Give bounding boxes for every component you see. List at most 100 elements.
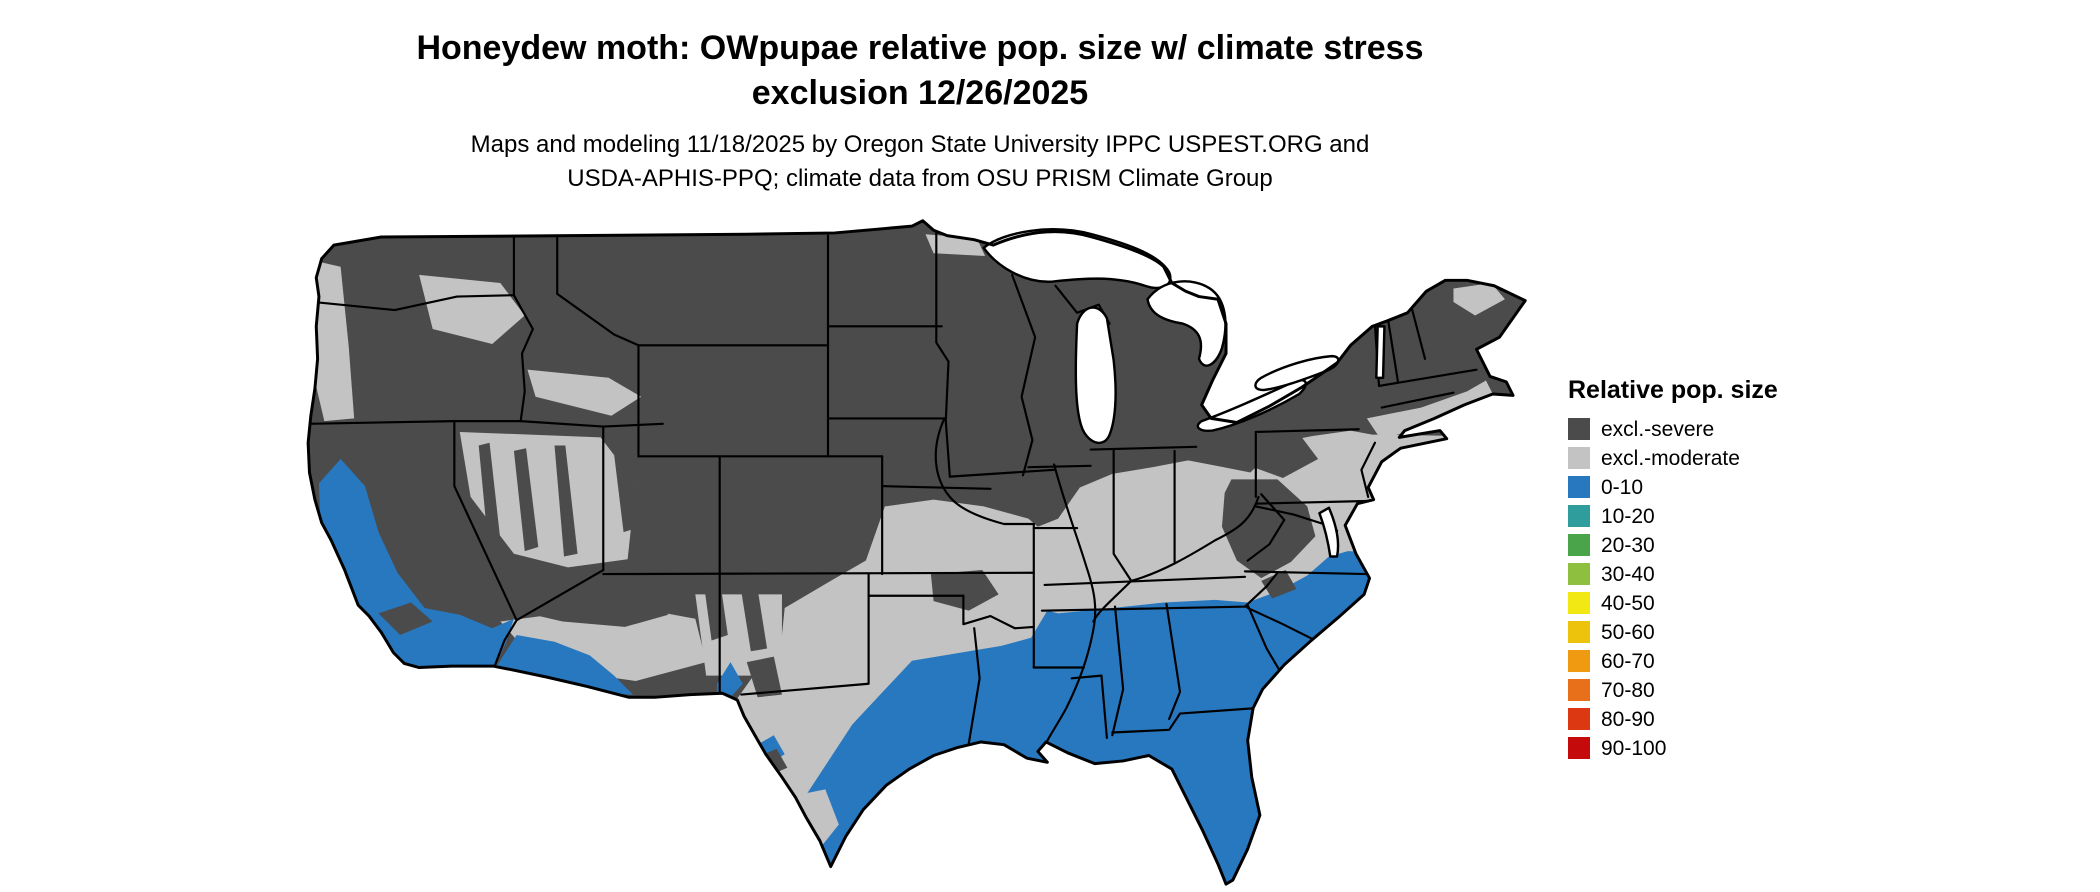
border-il-in bbox=[1112, 448, 1133, 582]
legend-swatch bbox=[1568, 447, 1590, 469]
moderate-ne-coast bbox=[1366, 380, 1495, 439]
border-mi-south bbox=[1089, 445, 1198, 451]
dark-nv-range-1 bbox=[478, 442, 501, 546]
border-sabine bbox=[967, 627, 981, 745]
border-tn-nc bbox=[1243, 571, 1279, 608]
border-ms-al bbox=[1111, 605, 1125, 737]
dark-smokies bbox=[1261, 570, 1297, 599]
border-nm-tx bbox=[740, 573, 870, 696]
legend-label: 60-70 bbox=[1601, 649, 1655, 673]
border-wi-il bbox=[1027, 464, 1092, 469]
legend-swatch bbox=[1568, 505, 1590, 527]
page-title-line1: Honeydew moth: OWpupae relative pop. siz… bbox=[416, 29, 1424, 67]
legend-swatch bbox=[1568, 708, 1590, 730]
lake-huron bbox=[1146, 280, 1227, 367]
border-ga-sc bbox=[1246, 604, 1286, 680]
legend-swatch bbox=[1568, 679, 1590, 701]
border-la-ms bbox=[1070, 674, 1108, 739]
legend-item: 90-100 bbox=[1568, 736, 1778, 760]
dark-pa-alleghenies bbox=[1247, 437, 1319, 478]
legend-swatch bbox=[1568, 418, 1590, 440]
legend-label: excl.-moderate bbox=[1601, 446, 1740, 470]
border-ky-tn bbox=[1043, 575, 1247, 587]
dark-mogollon bbox=[519, 583, 669, 627]
border-al-ga bbox=[1165, 602, 1182, 721]
legend-item: excl.-severe bbox=[1568, 417, 1778, 441]
blue-rio-grande-nm bbox=[716, 662, 743, 698]
dark-nm-range-2 bbox=[741, 588, 768, 652]
legend-label: 30-40 bbox=[1601, 562, 1655, 586]
border-missouri-river bbox=[934, 417, 1035, 526]
border-id-west bbox=[512, 234, 534, 423]
moderate-columbia-basin bbox=[419, 274, 525, 344]
border-fl-north bbox=[1111, 707, 1257, 734]
page-subtitle-line2: USDA-APHIS-PPQ; climate data from OSU PR… bbox=[567, 164, 1273, 192]
region-dark-overlays bbox=[375, 429, 1319, 776]
border-mn-wi bbox=[1011, 273, 1037, 477]
legend-label: 20-30 bbox=[1601, 533, 1655, 557]
border-mt-id bbox=[556, 234, 640, 347]
legend-label: 0-10 bbox=[1601, 475, 1644, 499]
legend-label: 10-20 bbox=[1601, 504, 1655, 528]
legend-item: 60-70 bbox=[1568, 649, 1778, 673]
border-vt-nh bbox=[1387, 321, 1400, 383]
border-va-nc bbox=[1243, 570, 1368, 576]
border-ohio-river-lower bbox=[1092, 579, 1133, 623]
border-ca-az bbox=[492, 619, 518, 670]
border-ma-ct bbox=[1380, 391, 1455, 409]
legend-swatch bbox=[1568, 563, 1590, 585]
border-ne-ks bbox=[881, 485, 992, 490]
legend-swatch bbox=[1568, 621, 1590, 643]
legend-swatch bbox=[1568, 737, 1590, 759]
legend-item: 80-90 bbox=[1568, 707, 1778, 731]
legend-label: 50-60 bbox=[1601, 620, 1655, 644]
border-42n bbox=[308, 420, 664, 428]
border-mason-dixon bbox=[1254, 499, 1368, 505]
state-borders bbox=[308, 225, 1478, 748]
legend-swatch bbox=[1568, 650, 1590, 672]
chesapeake-bay bbox=[1318, 506, 1340, 558]
great-lakes bbox=[982, 228, 1386, 558]
legend-item: 70-80 bbox=[1568, 678, 1778, 702]
page-subtitle: Maps and modeling 11/18/2025 by Oregon S… bbox=[0, 128, 1840, 195]
dark-nv-range-3 bbox=[554, 445, 578, 557]
border-pa-ny bbox=[1254, 428, 1360, 434]
border-nh-me bbox=[1409, 300, 1427, 360]
legend-title: Relative pop. size bbox=[1568, 376, 1778, 404]
border-tn-south bbox=[1040, 605, 1249, 612]
border-mississippi-river bbox=[1043, 463, 1097, 748]
lake-michigan bbox=[1074, 306, 1117, 445]
legend-item: 20-30 bbox=[1568, 533, 1778, 557]
legend-item: 10-20 bbox=[1568, 504, 1778, 528]
moderate-great-basin bbox=[459, 431, 636, 568]
legend-swatch bbox=[1568, 534, 1590, 556]
dark-wasatch bbox=[611, 429, 642, 533]
border-ohio-river bbox=[1130, 495, 1260, 582]
legend-item: excl.-moderate bbox=[1568, 446, 1778, 470]
border-delaware-river bbox=[1360, 441, 1377, 499]
legend-label: 80-90 bbox=[1601, 707, 1655, 731]
border-ma-north bbox=[1377, 368, 1478, 387]
legend-item: 30-40 bbox=[1568, 562, 1778, 586]
legend-item: 50-60 bbox=[1568, 620, 1778, 644]
legend-label: excl.-severe bbox=[1601, 417, 1715, 441]
dark-appalachia bbox=[1221, 479, 1316, 579]
moderate-snake-plain bbox=[527, 369, 642, 416]
lake-champlain bbox=[1375, 325, 1386, 380]
legend-label: 90-100 bbox=[1601, 736, 1667, 760]
blue-california bbox=[318, 459, 514, 671]
border-wa-or bbox=[312, 294, 515, 312]
page-title-line2: exclusion 12/26/2025 bbox=[751, 73, 1089, 112]
border-mn-ia bbox=[948, 468, 1056, 478]
border-nc-sc bbox=[1246, 606, 1317, 642]
dark-ozarks bbox=[930, 570, 999, 611]
legend-label: 40-50 bbox=[1601, 591, 1655, 615]
page-title: Honeydew moth: OWpupae relative pop. siz… bbox=[0, 26, 1840, 116]
us-outline bbox=[306, 219, 1527, 886]
legend: Relative pop. size excl.-severe excl.-mo… bbox=[1568, 376, 1778, 765]
moderate-maine bbox=[1453, 283, 1505, 316]
legend-label: 70-80 bbox=[1601, 678, 1655, 702]
border-ca-nv bbox=[453, 420, 518, 622]
page-subtitle-line1: Maps and modeling 11/18/2025 by Oregon S… bbox=[470, 131, 1370, 158]
